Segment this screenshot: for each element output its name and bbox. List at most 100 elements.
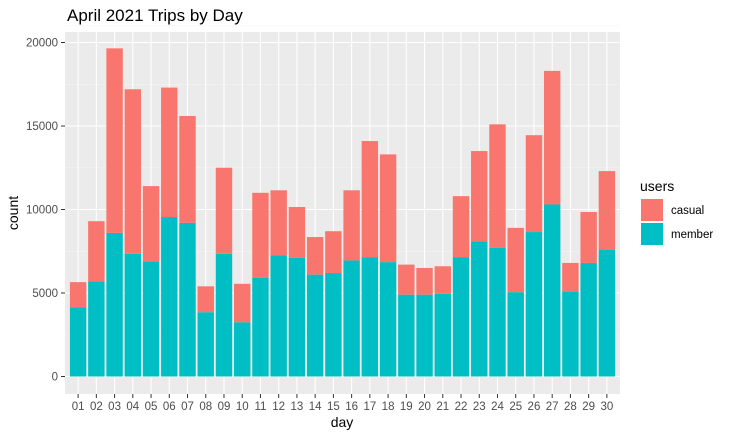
x-tick-label: 08 <box>199 401 212 413</box>
x-tick-label: 21 <box>436 401 449 413</box>
chart-title: April 2021 Trips by Day <box>67 6 243 25</box>
bar-member-30 <box>598 249 616 377</box>
bar-casual-23 <box>471 151 488 242</box>
x-tick-label: 20 <box>418 401 431 413</box>
bar-member-16 <box>343 260 360 377</box>
x-tick-label: 16 <box>345 401 358 413</box>
bar-casual-08 <box>197 286 214 313</box>
bar-member-06 <box>161 217 178 377</box>
bar-member-27 <box>543 204 561 377</box>
bar-member-19 <box>398 294 415 377</box>
x-tick-label: 11 <box>254 401 266 413</box>
legend-key-member <box>641 223 663 245</box>
axes: 0 5000 10000 15000 20000 01 02 03 04 05 06 07 08 09 10… <box>26 38 613 414</box>
bar-member-24 <box>489 247 506 377</box>
bar-casual-13 <box>288 206 306 258</box>
bar-casual-10 <box>234 283 251 323</box>
bar-member-18 <box>379 262 397 377</box>
bar-casual-18 <box>379 154 397 263</box>
bar-casual-30 <box>598 171 616 250</box>
bar-member-25 <box>507 292 524 377</box>
x-axis-title: day <box>331 414 354 430</box>
x-tick-label: 14 <box>309 401 322 413</box>
legend-label-casual: casual <box>671 205 704 217</box>
bar-member-22 <box>452 257 470 377</box>
bar-casual-24 <box>489 124 506 248</box>
bar-casual-07 <box>179 115 196 223</box>
bar-casual-20 <box>416 267 433 295</box>
bar-casual-12 <box>270 190 287 256</box>
y-tick-label: 15000 <box>26 121 58 133</box>
x-tick-label: 07 <box>181 401 194 413</box>
legend-key-casual <box>641 199 663 221</box>
x-tick-label: 26 <box>528 401 541 413</box>
bar-casual-28 <box>562 262 579 292</box>
legend-label-member: member <box>671 229 713 241</box>
bars <box>69 48 616 377</box>
bar-casual-17 <box>361 141 379 258</box>
bar-member-20 <box>416 294 433 377</box>
bar-member-17 <box>361 257 379 377</box>
x-tick-label: 29 <box>582 401 595 413</box>
bar-casual-02 <box>88 221 105 282</box>
bar-member-21 <box>434 293 451 377</box>
bar-casual-21 <box>434 266 451 294</box>
x-tick-label: 24 <box>491 401 504 413</box>
bar-member-28 <box>562 291 579 377</box>
y-tick-label: 20000 <box>26 38 58 50</box>
x-tick-label: 09 <box>218 401 231 413</box>
bar-casual-09 <box>215 167 233 254</box>
x-tick-label: 15 <box>327 401 340 413</box>
bar-casual-22 <box>452 196 470 258</box>
bar-member-13 <box>288 257 306 377</box>
bar-casual-01 <box>69 282 87 308</box>
x-tick-label: 17 <box>363 401 376 413</box>
y-tick-label: 10000 <box>26 205 58 217</box>
x-tick-label: 10 <box>236 401 249 413</box>
bar-casual-26 <box>525 135 543 233</box>
x-tick-label: 22 <box>455 401 468 413</box>
y-tick-label: 0 <box>52 372 58 384</box>
x-tick-label: 19 <box>400 401 413 413</box>
bar-member-09 <box>215 253 233 377</box>
y-axis-title: count <box>5 196 21 230</box>
bar-casual-25 <box>507 227 524 293</box>
x-tick-label: 23 <box>473 401 486 413</box>
bar-member-15 <box>325 272 342 377</box>
bar-member-10 <box>234 322 251 377</box>
bar-member-12 <box>270 255 287 377</box>
bar-member-08 <box>197 312 214 377</box>
bar-casual-11 <box>252 192 269 278</box>
x-tick-label: 04 <box>126 401 139 413</box>
x-tick-label: 18 <box>382 401 395 413</box>
y-tick-label: 5000 <box>32 288 58 300</box>
x-tick-label: 25 <box>509 401 522 413</box>
bar-casual-06 <box>161 87 178 218</box>
legend: users casual member <box>640 178 713 245</box>
bar-casual-16 <box>343 190 360 261</box>
bar-casual-14 <box>306 237 324 275</box>
bar-casual-15 <box>325 231 342 273</box>
bar-member-05 <box>142 261 160 377</box>
x-tick-label: 12 <box>272 401 285 413</box>
x-tick-label: 05 <box>145 401 158 413</box>
bar-member-11 <box>252 277 269 377</box>
x-tick-label: 06 <box>163 401 176 413</box>
bar-member-07 <box>179 222 196 377</box>
x-tick-label: 27 <box>546 401 559 413</box>
bar-member-26 <box>525 232 543 377</box>
bar-member-14 <box>306 274 324 377</box>
bar-member-01 <box>69 307 87 377</box>
bar-casual-03 <box>106 48 123 233</box>
x-tick-label: 30 <box>600 401 613 413</box>
bar-casual-27 <box>543 70 561 205</box>
x-tick-label: 03 <box>108 401 121 413</box>
bar-casual-19 <box>398 264 415 295</box>
bar-casual-05 <box>142 186 160 262</box>
bar-member-23 <box>471 241 488 377</box>
bar-member-29 <box>580 262 597 377</box>
bar-casual-29 <box>580 212 597 263</box>
x-tick-label: 28 <box>564 401 577 413</box>
x-tick-label: 13 <box>291 401 304 413</box>
x-tick-label: 01 <box>72 401 85 413</box>
